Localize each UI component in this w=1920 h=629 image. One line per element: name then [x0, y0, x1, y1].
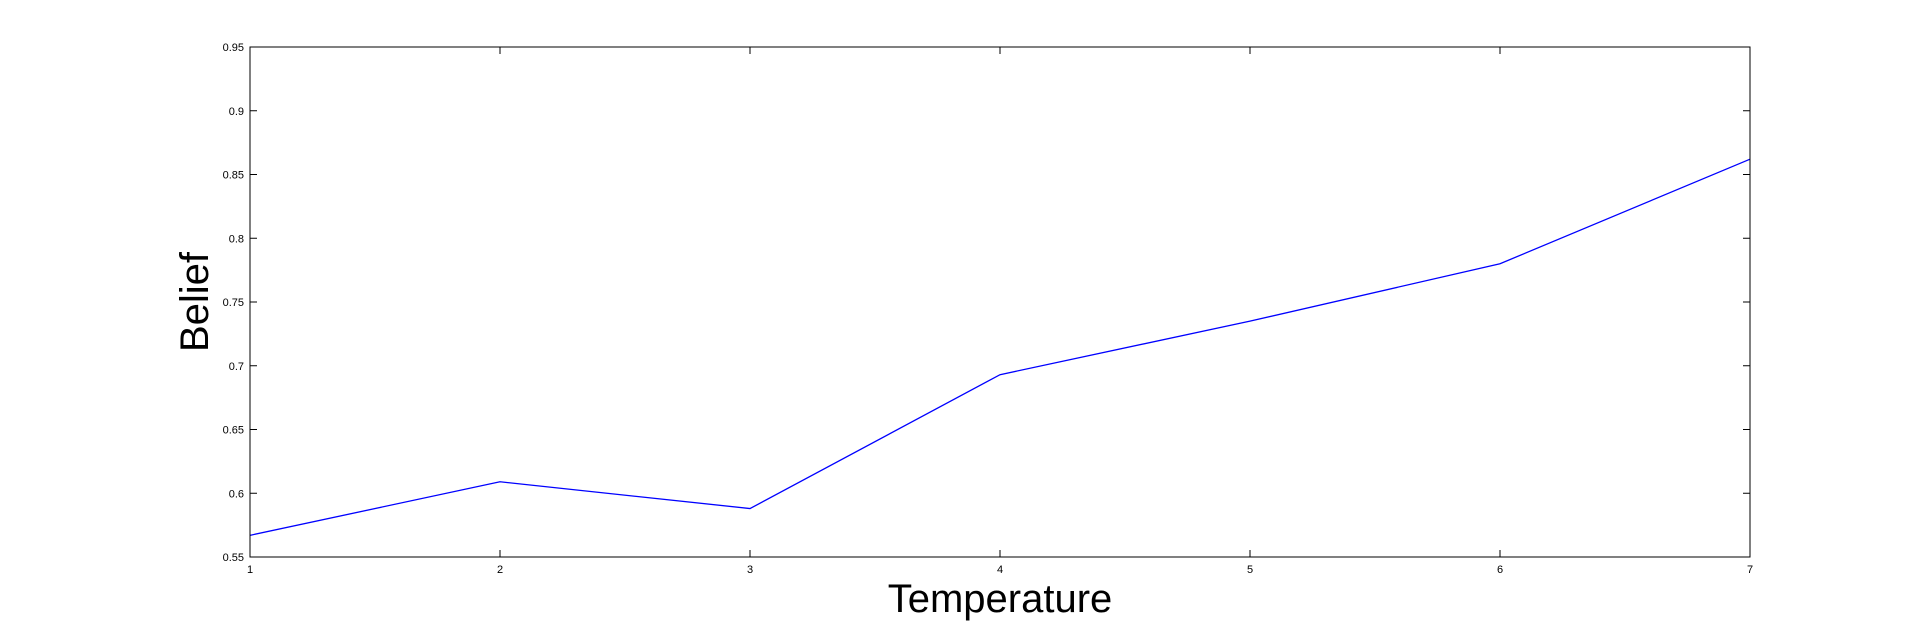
y-tick-label: 0.95 — [223, 42, 244, 54]
x-tick-label: 2 — [497, 564, 503, 576]
x-tick-label: 3 — [747, 564, 753, 576]
x-tick-label: 5 — [1247, 564, 1253, 576]
y-tick-label: 0.6 — [229, 488, 244, 500]
y-tick-label: 0.75 — [223, 297, 244, 309]
series-layer — [249, 158, 1751, 536]
y-tick-label: 0.55 — [223, 552, 244, 564]
x-tick-label: 4 — [997, 564, 1003, 576]
ticks-layer: 1 2 3 4 5 6 7 0.55 0.6 0.65 0.7 0.75 0.8 0.85 0.9 0.95 — [223, 42, 1753, 576]
y-tick-label: 0.8 — [229, 233, 244, 245]
y-axis-label: Belief — [173, 251, 217, 352]
series-line — [249, 158, 1751, 536]
x-tick-label: 1 — [247, 564, 253, 576]
y-tick-label: 0.65 — [223, 425, 244, 437]
y-tick-label: 0.9 — [229, 106, 244, 118]
plot-frame — [249, 46, 1751, 558]
y-tick-label: 0.85 — [223, 170, 244, 182]
x-tick-label: 7 — [1747, 564, 1753, 576]
x-axis-label: Temperature — [888, 577, 1113, 621]
y-tick-label: 0.7 — [229, 361, 244, 373]
x-tick-label: 6 — [1497, 564, 1503, 576]
